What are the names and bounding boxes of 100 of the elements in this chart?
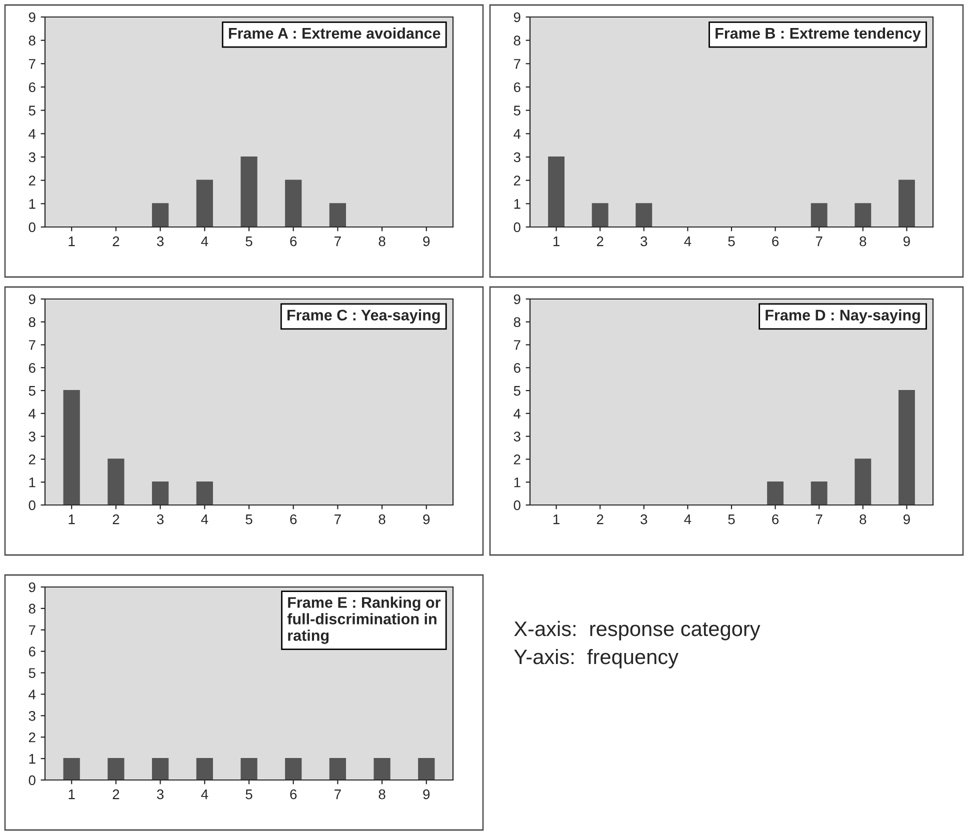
bar [854, 458, 872, 505]
y-tick-label: 4 [28, 129, 36, 139]
x-tick-label: 7 [334, 236, 341, 246]
y-tick-label: 8 [514, 317, 520, 328]
bar [548, 156, 565, 227]
bar [196, 180, 213, 227]
y-tick-label: 0 [28, 775, 36, 786]
y-tick-label: 1 [29, 754, 36, 764]
y-tick-label: 6 [28, 82, 36, 92]
bar [196, 482, 213, 505]
y-tick-label: 8 [28, 604, 36, 614]
x-tick-label: 6 [290, 514, 297, 524]
y-tick-label: 1 [514, 199, 520, 209]
x-tick-label: 5 [246, 514, 252, 524]
x-tick-label: 9 [904, 236, 910, 246]
bar [636, 203, 652, 227]
y-tick-label: 9 [514, 12, 520, 22]
y-tick-label: 6 [28, 363, 36, 373]
y-tick-label: 3 [28, 711, 36, 721]
y-tick-label: 1 [29, 199, 36, 209]
bar [63, 390, 80, 505]
y-tick-label: 7 [514, 59, 520, 69]
y-tick-label: 0 [514, 222, 520, 232]
y-tick-label: 7 [28, 625, 36, 635]
x-tick-label: 7 [334, 790, 341, 800]
x-tick-label: 4 [201, 790, 208, 800]
x-tick-label: 1 [553, 236, 560, 246]
y-tick-label: 5 [514, 106, 520, 116]
bar [767, 482, 784, 505]
x-tick-label: 8 [378, 789, 386, 800]
x-tick-label: 7 [816, 514, 822, 524]
x-tick-label: 2 [112, 514, 120, 524]
x-tick-label: 8 [378, 236, 386, 246]
text: Frame A : Extreme avoidance [228, 28, 440, 39]
x-tick-label: 5 [246, 236, 252, 246]
x-tick-label: 8 [378, 514, 386, 524]
y-tick-label: 6 [514, 82, 520, 92]
y-tick-label: 0 [28, 500, 36, 510]
y-tick-label: 2 [28, 176, 36, 186]
x-tick-label: 2 [112, 789, 120, 800]
x-tick-label: 2 [596, 236, 604, 246]
bar [898, 180, 915, 227]
y-tick-label: 5 [514, 386, 520, 396]
y-tick-label: 4 [28, 408, 36, 418]
y-tick-label: 9 [28, 12, 36, 22]
y-tick-label: 5 [28, 668, 36, 678]
y-tick-label: 2 [28, 732, 36, 742]
bar [810, 203, 828, 227]
x-tick-label: 3 [156, 236, 164, 246]
x-tick-label: 3 [156, 514, 164, 524]
y-tick-label: 8 [514, 36, 520, 46]
y-tick-label: 1 [29, 478, 36, 488]
bar [329, 203, 346, 227]
x-tick-label: 4 [684, 514, 692, 524]
x-tick-label: 7 [334, 514, 341, 524]
y-tick-label: 6 [28, 646, 36, 657]
y-tick-label: 3 [28, 432, 36, 442]
y-tick-label: 0 [514, 500, 520, 510]
x-tick-label: 1 [68, 514, 75, 524]
y-tick-label: 7 [514, 340, 520, 350]
x-tick-label: 1 [68, 236, 75, 246]
y-tick-label: 4 [514, 129, 521, 139]
text: Frame E : Ranking or full-discrimination in rating [287, 596, 441, 644]
x-tick-label: 4 [201, 514, 208, 524]
x-tick-label: 9 [423, 236, 430, 246]
text: X-axis: response category [514, 620, 760, 640]
x-tick-label: 4 [201, 236, 208, 246]
y-tick-label: 8 [28, 317, 36, 328]
bar [152, 203, 169, 227]
x-tick-label: 9 [423, 514, 430, 524]
y-tick-label: 8 [28, 36, 36, 46]
x-tick-label: 9 [904, 514, 910, 524]
text: Frame B : Extreme tendency [716, 28, 921, 42]
y-tick-label: 4 [28, 690, 36, 700]
x-tick-label: 5 [728, 514, 735, 524]
x-tick-label: 1 [68, 790, 75, 800]
x-tick-label: 5 [728, 236, 735, 246]
y-tick-label: 9 [514, 294, 520, 304]
text: Frame D : Nay-saying [766, 309, 920, 324]
x-tick-label: 6 [772, 236, 779, 246]
x-tick-label: 6 [290, 789, 297, 800]
y-tick-label: 2 [514, 454, 520, 464]
x-tick-label: 8 [860, 236, 866, 246]
bar [285, 180, 302, 227]
y-tick-label: 4 [514, 408, 521, 418]
bar [810, 482, 828, 505]
y-tick-label: 5 [28, 106, 36, 116]
y-tick-label: 3 [28, 152, 36, 162]
x-tick-label: 3 [640, 236, 648, 246]
y-tick-label: 3 [514, 432, 520, 442]
y-tick-label: 3 [514, 152, 520, 162]
x-tick-label: 2 [596, 514, 604, 524]
bar [898, 390, 915, 505]
bar [592, 203, 608, 227]
y-tick-label: 2 [514, 176, 520, 186]
bar [108, 458, 124, 505]
x-tick-label: 3 [640, 514, 648, 524]
y-tick-label: 7 [28, 59, 36, 69]
x-tick-label: 6 [772, 514, 779, 524]
y-tick-label: 9 [28, 582, 36, 592]
